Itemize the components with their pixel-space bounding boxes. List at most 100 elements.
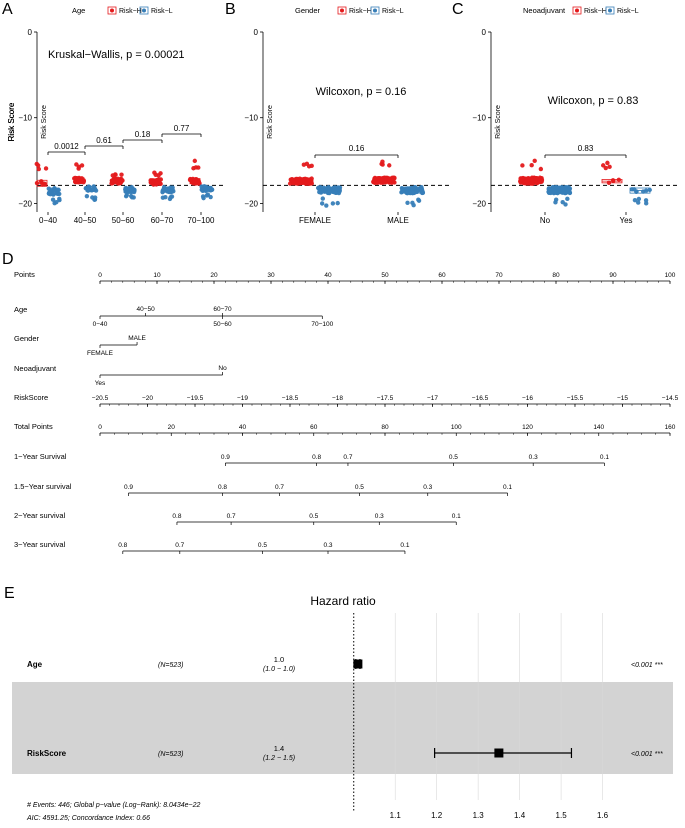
y-axis-label: Risk Score: [7, 102, 16, 141]
legend-key-risk-h: [572, 6, 582, 15]
x-tick-label: No: [540, 216, 551, 225]
nomogram-tick-label: 0.7: [175, 542, 184, 549]
x-tick-label: FEMALE: [299, 216, 331, 225]
data-point-risk-l: [57, 196, 62, 201]
data-point-risk-l: [125, 187, 131, 192]
nomogram-tick-label: −16.5: [472, 395, 489, 402]
data-point-risk-h: [372, 176, 377, 181]
data-point-risk-h: [74, 179, 80, 185]
comparison-p-value: 0.18: [135, 130, 151, 139]
data-point-risk-l: [330, 201, 336, 206]
nomogram-tick-label: No: [218, 365, 227, 372]
data-point-risk-l: [208, 194, 213, 200]
shaded-row-band: [12, 682, 673, 774]
comparison-p-value: 0.61: [96, 136, 112, 145]
legend-label: Risk−L: [382, 8, 404, 15]
data-point-risk-l: [643, 188, 649, 193]
nomogram-tick-label: 0: [98, 272, 102, 279]
data-point-risk-h: [35, 163, 41, 168]
data-point-risk-l: [560, 187, 565, 192]
nomogram-tick-label: 0.7: [343, 454, 352, 461]
data-point-risk-h: [375, 176, 381, 181]
y-tick-label: −20: [472, 199, 486, 208]
x-tick-label: 60−70: [151, 216, 174, 225]
data-point-risk-h: [81, 178, 86, 183]
data-point-risk-h: [607, 164, 612, 170]
data-point-risk-h: [520, 176, 525, 182]
data-point-risk-l: [205, 192, 211, 197]
data-point-risk-l: [549, 187, 554, 193]
data-point-risk-l: [555, 185, 561, 190]
data-point-risk-h: [39, 179, 44, 184]
x-tick-label: 1.6: [597, 811, 609, 820]
nomogram-tick-label: 0.8: [172, 513, 181, 520]
data-point-risk-l: [416, 198, 422, 203]
nomogram-tick-label: FEMALE: [87, 350, 114, 357]
nomogram-tick-label: 100: [451, 424, 462, 431]
nomogram-tick-label: 40: [239, 424, 247, 431]
nomogram-tick-label: 0.8: [218, 484, 227, 491]
y-axis-label: Risk Score: [7, 102, 16, 141]
forest-hr: 1.0: [274, 655, 284, 664]
y-tick-label: −20: [18, 199, 32, 208]
data-point-risk-h: [307, 181, 312, 186]
data-point-risk-l: [167, 196, 173, 202]
data-point-risk-h: [75, 176, 80, 181]
data-point-risk-l: [50, 197, 56, 202]
data-point-risk-l: [320, 196, 325, 201]
data-point-risk-h: [387, 163, 392, 168]
data-point-risk-h: [606, 180, 612, 185]
data-point-risk-l: [52, 188, 57, 193]
data-point-risk-l: [54, 200, 59, 205]
data-point-risk-l: [203, 184, 208, 190]
data-point-risk-h: [309, 163, 314, 169]
x-tick-label: 70−100: [188, 216, 215, 225]
data-point-risk-l: [643, 198, 649, 203]
data-point-risk-h: [295, 177, 300, 182]
x-tick-label: 1.1: [390, 811, 402, 820]
nomogram-tick-label: 0.8: [118, 542, 127, 549]
data-point-risk-h: [387, 177, 392, 182]
data-point-risk-l: [414, 189, 420, 194]
panel-e-forest: Hazard ratio 1.1 1.2 1.3 1.4 1.5 1.6 Age (N=523)…: [12, 594, 673, 822]
data-point-risk-h: [533, 176, 539, 182]
data-point-risk-h: [616, 177, 622, 183]
nomogram-tick-label: 0.7: [275, 484, 284, 491]
nomogram-tick-label: 0: [98, 424, 102, 431]
legend-title: Gender: [295, 6, 321, 15]
nomogram-tick-label: 80: [381, 424, 389, 431]
data-point-risk-h: [36, 166, 41, 172]
panel-label-A: A: [2, 1, 13, 18]
data-point-risk-h: [119, 172, 124, 177]
data-point-risk-l: [91, 184, 96, 189]
data-point-risk-h: [295, 181, 300, 186]
data-point-risk-l: [636, 200, 641, 205]
data-point-risk-h: [153, 172, 158, 178]
data-point-risk-l: [46, 186, 51, 191]
legend-label: Risk−H: [584, 8, 607, 15]
nomogram-row-label: Neoadjuvant: [14, 364, 57, 373]
data-point-risk-l: [324, 203, 329, 208]
nomogram-tick-label: 70: [495, 272, 503, 279]
data-point-risk-h: [193, 165, 199, 170]
stat-text: Wilcoxon, p = 0.16: [316, 86, 407, 98]
data-point-risk-l: [636, 196, 642, 202]
nomogram-tick-label: −15: [617, 395, 628, 402]
legend-label: Risk−L: [151, 8, 173, 15]
forest-n: (N=523): [158, 662, 183, 669]
data-point-risk-l: [57, 191, 62, 197]
y-tick-label: 0: [254, 28, 259, 37]
legend-dot: [142, 8, 146, 13]
data-point-risk-h: [157, 181, 163, 186]
data-point-risk-l: [410, 190, 416, 196]
data-point-risk-h: [151, 178, 156, 183]
data-point-risk-l: [92, 195, 98, 200]
y-tick-label: −10: [244, 114, 258, 123]
point-estimate: [494, 748, 504, 758]
data-point-risk-l: [326, 186, 332, 191]
nomogram-tick-label: 0.1: [400, 542, 409, 549]
nomogram-tick-label: 90: [609, 272, 617, 279]
data-point-risk-l: [93, 188, 99, 193]
data-point-risk-h: [379, 161, 384, 167]
data-point-risk-h: [192, 158, 198, 164]
